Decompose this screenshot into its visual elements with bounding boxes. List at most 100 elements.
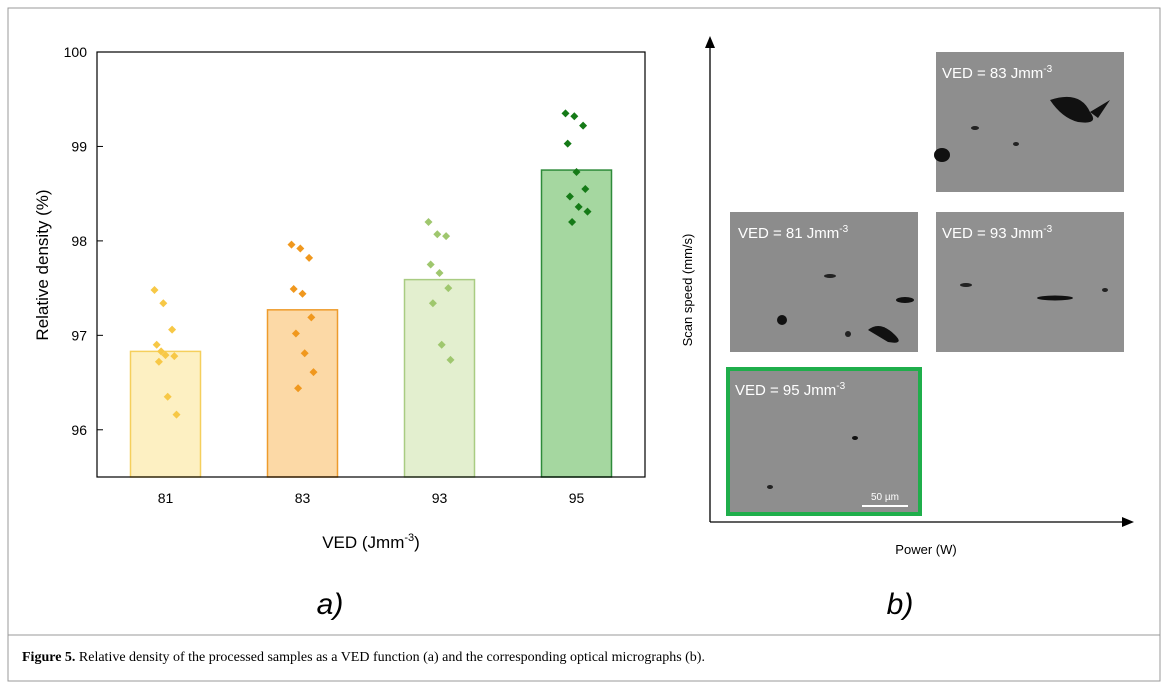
pore	[896, 297, 914, 303]
data-point	[289, 285, 298, 294]
y-axis-title: Scan speed (mm/s)	[680, 234, 695, 347]
pore	[934, 148, 950, 162]
micrograph-selected	[726, 367, 922, 516]
bar-chart: 96 97 98 99 100 81 83 93 95	[64, 44, 646, 506]
micrograph-label: VED = 95 Jmm-3	[735, 381, 846, 399]
micrograph	[936, 212, 1124, 352]
pore	[971, 126, 979, 130]
y-tick-label: 96	[71, 422, 87, 438]
label-text: VED = 93 Jmm	[942, 225, 1043, 242]
pore	[845, 331, 851, 337]
x-axis-title: Power (W)	[895, 542, 956, 557]
x-tick-label: 83	[295, 490, 311, 506]
y-tick-label: 97	[71, 327, 87, 343]
x-tick-label: 95	[569, 490, 585, 506]
label-sup: -3	[1043, 64, 1052, 75]
pore	[777, 315, 787, 325]
pore	[1037, 295, 1073, 301]
data-point	[309, 368, 318, 377]
data-point	[446, 355, 455, 364]
arrow-head	[1122, 517, 1134, 527]
caption: Figure 5. Relative density of the proces…	[22, 650, 705, 665]
panel-label: b)	[887, 588, 914, 621]
data-point	[291, 329, 300, 338]
y-tick-label: 99	[71, 138, 87, 154]
data-point	[428, 299, 437, 308]
x-label-text: VED (Jmm	[322, 533, 404, 552]
pore	[1050, 96, 1110, 123]
y-tick-label: 100	[64, 44, 88, 60]
pore	[824, 274, 836, 278]
label-sup: -3	[839, 224, 848, 235]
data-point	[287, 240, 296, 249]
label-text: VED = 81 Jmm	[738, 225, 839, 242]
y-tick-label: 98	[71, 233, 87, 249]
data-point	[172, 410, 181, 419]
pore	[852, 436, 858, 440]
label-sup: -3	[836, 381, 845, 392]
pore	[1102, 288, 1108, 292]
data-point	[426, 260, 435, 269]
panel-label: a)	[317, 588, 344, 621]
plot-frame	[96, 51, 646, 478]
micrograph	[936, 52, 1124, 192]
micrograph-label: VED = 93 Jmm-3	[942, 224, 1053, 242]
y-axis-label: Relative density (%)	[33, 189, 52, 340]
figure-frame	[7, 7, 1161, 682]
caption-text: Relative density of the processed sample…	[75, 650, 705, 665]
data-point	[433, 230, 442, 239]
pore	[1013, 142, 1019, 146]
scale-bar-label: 50 µm	[871, 492, 899, 503]
data-point	[565, 192, 574, 201]
bar	[403, 278, 476, 478]
x-tick-label: 81	[158, 490, 174, 506]
data-point	[157, 347, 166, 356]
data-point	[307, 313, 316, 322]
data-point	[442, 232, 451, 241]
bar	[540, 169, 613, 478]
pore	[960, 283, 972, 287]
data-point	[298, 289, 307, 298]
caption-label: Figure 5.	[22, 650, 75, 665]
data-point	[570, 112, 579, 121]
bar	[129, 350, 202, 478]
data-point	[424, 218, 433, 226]
data-point	[294, 384, 303, 393]
x-tick-label: 93	[432, 490, 448, 506]
x-axis-label: VED (Jmm-3)	[322, 532, 420, 552]
data-point	[300, 349, 309, 358]
micrograph-label: VED = 83 Jmm-3	[942, 64, 1053, 82]
data-point	[561, 109, 570, 118]
data-point	[572, 167, 581, 176]
data-point	[568, 218, 577, 226]
label-sup: -3	[1043, 224, 1052, 235]
x-label-tail: )	[414, 533, 420, 552]
data-point	[170, 352, 179, 361]
data-point	[444, 284, 453, 293]
data-point	[435, 269, 444, 277]
panel-b: Scan speed (mm/s) Power (W) 50 µm VED = …	[680, 36, 1134, 557]
pore	[767, 485, 773, 489]
data-point	[159, 299, 168, 308]
data-point	[150, 286, 159, 294]
arrow-head	[705, 36, 715, 48]
data-point	[152, 340, 161, 349]
data-point	[563, 139, 572, 148]
data-point	[583, 207, 592, 216]
x-label-sup: -3	[404, 532, 414, 544]
bar	[266, 309, 339, 478]
label-text: VED = 95 Jmm	[735, 382, 836, 399]
data-point	[296, 244, 305, 253]
data-point	[579, 121, 588, 130]
micrograph-label: VED = 81 Jmm-3	[738, 224, 849, 242]
data-point	[161, 351, 170, 360]
data-point	[168, 325, 177, 334]
data-point	[163, 392, 172, 401]
label-text: VED = 83 Jmm	[942, 65, 1043, 82]
data-point	[437, 340, 446, 349]
data-point	[581, 184, 590, 193]
data-point	[305, 253, 314, 262]
data-point	[574, 202, 583, 211]
